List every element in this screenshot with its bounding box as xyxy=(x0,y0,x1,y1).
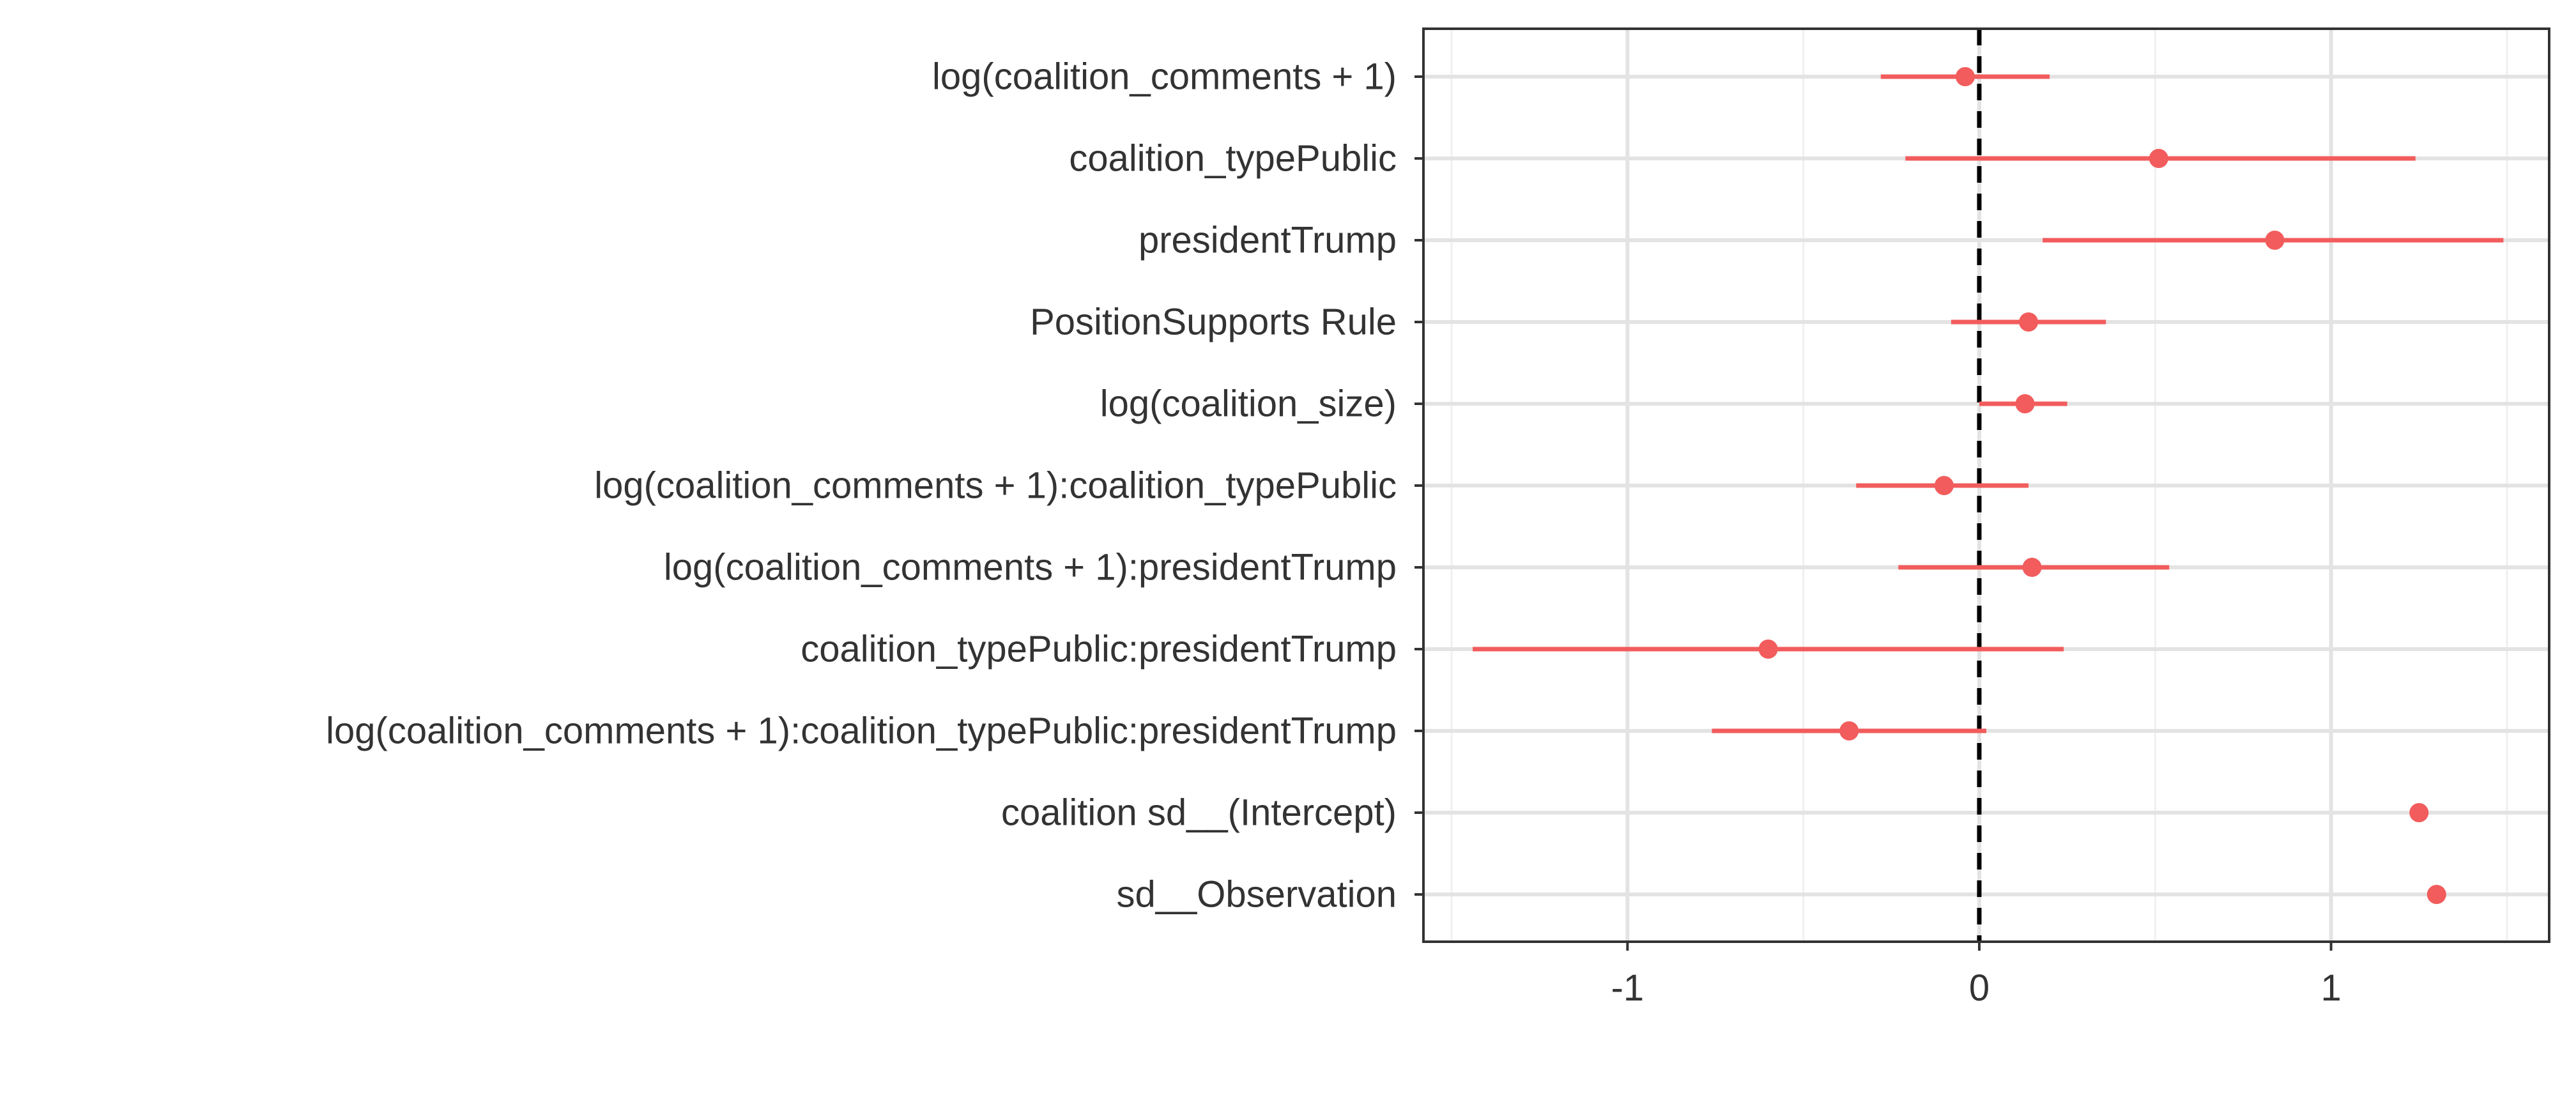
estimate-point xyxy=(1934,476,1954,495)
y-tick-label: presidentTrump xyxy=(1138,220,1397,261)
y-tick-label: coalition_typePublic:presidentTrump xyxy=(801,629,1397,670)
x-tick-label: 1 xyxy=(2320,967,2341,1009)
estimate-point xyxy=(2019,312,2039,332)
y-tick-label: PositionSupports Rule xyxy=(1030,302,1397,343)
y-tick-label: log(coalition_comments + 1):coalition_ty… xyxy=(326,710,1397,752)
estimate-point xyxy=(2426,885,2446,904)
estimate-point xyxy=(1758,640,1778,659)
estimate-point xyxy=(2015,394,2035,413)
x-axis: -1 0 1 xyxy=(1611,942,2342,1009)
estimate-point xyxy=(2149,149,2168,168)
x-tick-label: -1 xyxy=(1611,967,1644,1009)
y-axis: log(coalition_comments + 1) coalition_typ… xyxy=(326,56,1423,916)
y-tick-label: sd__Observation xyxy=(1117,874,1397,916)
y-tick-label: log(coalition_comments + 1) xyxy=(932,56,1397,98)
estimate-point xyxy=(1839,721,1859,740)
y-tick-label: log(coalition_size) xyxy=(1100,383,1397,425)
estimate-point xyxy=(1955,67,1975,86)
estimate-point xyxy=(2022,558,2042,577)
estimate-point xyxy=(2409,803,2429,822)
x-tick-label: 0 xyxy=(1969,967,1989,1009)
y-tick-label: coalition sd__(Intercept) xyxy=(1001,792,1397,834)
y-tick-label: log(coalition_comments + 1):presidentTru… xyxy=(664,547,1397,588)
point-layer xyxy=(1758,67,2446,904)
estimate-point xyxy=(2265,231,2285,250)
y-tick-label: coalition_typePublic xyxy=(1069,138,1397,180)
y-tick-label: log(coalition_comments + 1):coalition_ty… xyxy=(594,465,1397,507)
